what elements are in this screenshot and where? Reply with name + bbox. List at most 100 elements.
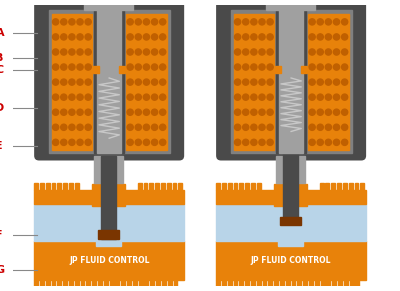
Circle shape [127,19,133,25]
Circle shape [160,109,166,115]
Circle shape [251,79,257,85]
Circle shape [259,64,265,70]
Bar [278,185,303,246]
Circle shape [85,79,91,85]
Bar [34,280,38,286]
Bar [57,183,61,189]
Circle shape [77,64,83,70]
Bar [276,156,305,183]
Circle shape [317,139,323,146]
Circle shape [317,49,323,55]
Bar [350,280,354,286]
Bar [104,280,108,286]
Circle shape [143,139,150,146]
Circle shape [77,124,83,130]
Circle shape [234,64,241,70]
Circle shape [234,139,241,146]
Bar [94,10,124,153]
Circle shape [160,64,166,70]
Circle shape [135,124,141,130]
Circle shape [334,64,340,70]
Bar [332,280,336,286]
Circle shape [325,64,332,70]
Circle shape [127,64,133,70]
Circle shape [135,34,141,40]
Circle shape [334,94,340,100]
Circle shape [85,124,91,130]
Bar [222,280,226,286]
Bar [349,183,352,189]
Circle shape [309,139,315,146]
Bar [228,280,232,286]
Bar [216,183,220,189]
Bar [280,280,284,286]
Bar [92,280,96,286]
Bar [228,183,232,189]
Bar [298,280,301,286]
Circle shape [325,49,332,55]
Circle shape [259,139,265,146]
Circle shape [243,124,249,130]
Bar [52,14,92,150]
Circle shape [77,49,83,55]
Circle shape [317,124,323,130]
Circle shape [52,64,59,70]
Circle shape [85,19,91,25]
Bar [268,280,272,286]
Bar [46,183,50,189]
Bar [239,280,243,286]
Circle shape [317,34,323,40]
Bar [86,280,90,286]
Circle shape [334,124,340,130]
Circle shape [77,34,83,40]
Circle shape [334,79,340,85]
Bar [81,280,84,286]
Bar [92,184,125,206]
Bar [337,183,341,189]
Circle shape [160,19,166,25]
Circle shape [61,109,67,115]
Circle shape [334,19,340,25]
Circle shape [234,79,241,85]
Bar [162,280,166,286]
Circle shape [143,124,150,130]
Bar [93,66,99,73]
Circle shape [152,79,158,85]
Circle shape [127,34,133,40]
Bar [309,280,313,286]
Bar [98,230,119,239]
Circle shape [234,19,241,25]
Circle shape [160,49,166,55]
Circle shape [334,109,340,115]
Bar [63,280,67,286]
Circle shape [152,49,158,55]
Circle shape [251,64,257,70]
Bar [138,183,142,189]
Circle shape [143,109,150,115]
Bar [231,10,352,153]
Circle shape [342,124,348,130]
Circle shape [342,19,348,25]
Circle shape [69,34,75,40]
Bar [121,280,125,286]
Circle shape [160,34,166,40]
Circle shape [251,19,257,25]
Circle shape [325,124,332,130]
Text: JP FLUID CONTROL: JP FLUID CONTROL [69,256,150,265]
Bar [84,0,133,10]
Circle shape [234,109,241,115]
Circle shape [243,109,249,115]
Circle shape [234,49,241,55]
Bar [144,280,148,286]
Circle shape [317,79,323,85]
Bar [34,183,38,189]
Circle shape [259,19,265,25]
Circle shape [325,34,332,40]
Circle shape [52,94,59,100]
Bar [110,280,114,286]
Bar [331,183,335,189]
Circle shape [143,49,150,55]
Circle shape [52,124,59,130]
Bar [308,14,349,150]
Bar [127,280,131,286]
